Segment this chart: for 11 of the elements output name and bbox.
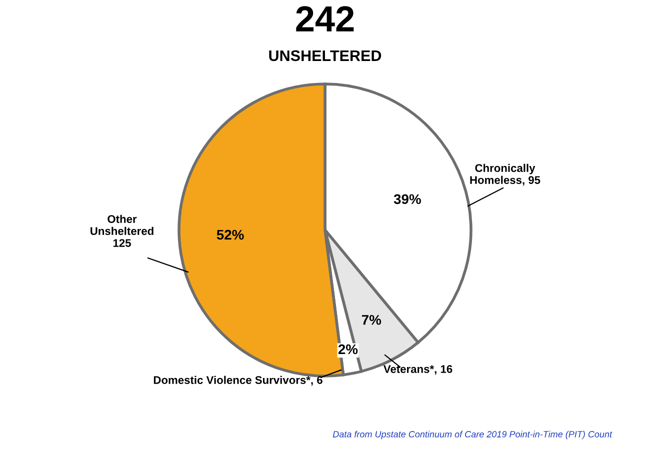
slice-label: Domestic Violence Survivors*, 6 [154, 376, 322, 386]
chart-title: 242 [296, 6, 354, 32]
chart-subtitle: UNSHELTERED [269, 50, 382, 62]
text: Data from Upstate Continuum of Care 2019 Point-in-Time (PIT) Count [332, 430, 612, 440]
slice-label: Chronically Homeless, 95 [470, 164, 540, 186]
data-label: 2% [338, 344, 358, 354]
slice-label: Veterans*, 16 [383, 365, 452, 375]
data-label: 39% [394, 194, 421, 204]
slice-label: Other Unsheltered 125 [90, 214, 154, 247]
data-label: 52% [216, 230, 244, 240]
data-label: 7% [362, 314, 382, 325]
